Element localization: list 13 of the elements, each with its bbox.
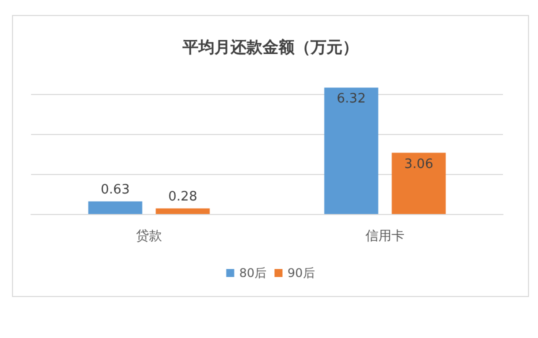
- data-label: 3.06: [404, 156, 434, 172]
- data-label: 0.28: [168, 189, 198, 204]
- bar: [88, 201, 142, 214]
- bar: [156, 208, 210, 214]
- x-tick-label: 贷款: [136, 229, 162, 244]
- data-label: 0.63: [100, 182, 130, 198]
- bar: [392, 152, 446, 214]
- bar: [324, 88, 378, 214]
- x-tick-label: 信用卡: [366, 229, 404, 244]
- legend-label: 90后: [288, 266, 315, 280]
- legend-label: 80后: [239, 266, 267, 280]
- chart-title: 平均月还款金额（万元）: [182, 38, 358, 56]
- data-label: 6.32: [336, 92, 366, 107]
